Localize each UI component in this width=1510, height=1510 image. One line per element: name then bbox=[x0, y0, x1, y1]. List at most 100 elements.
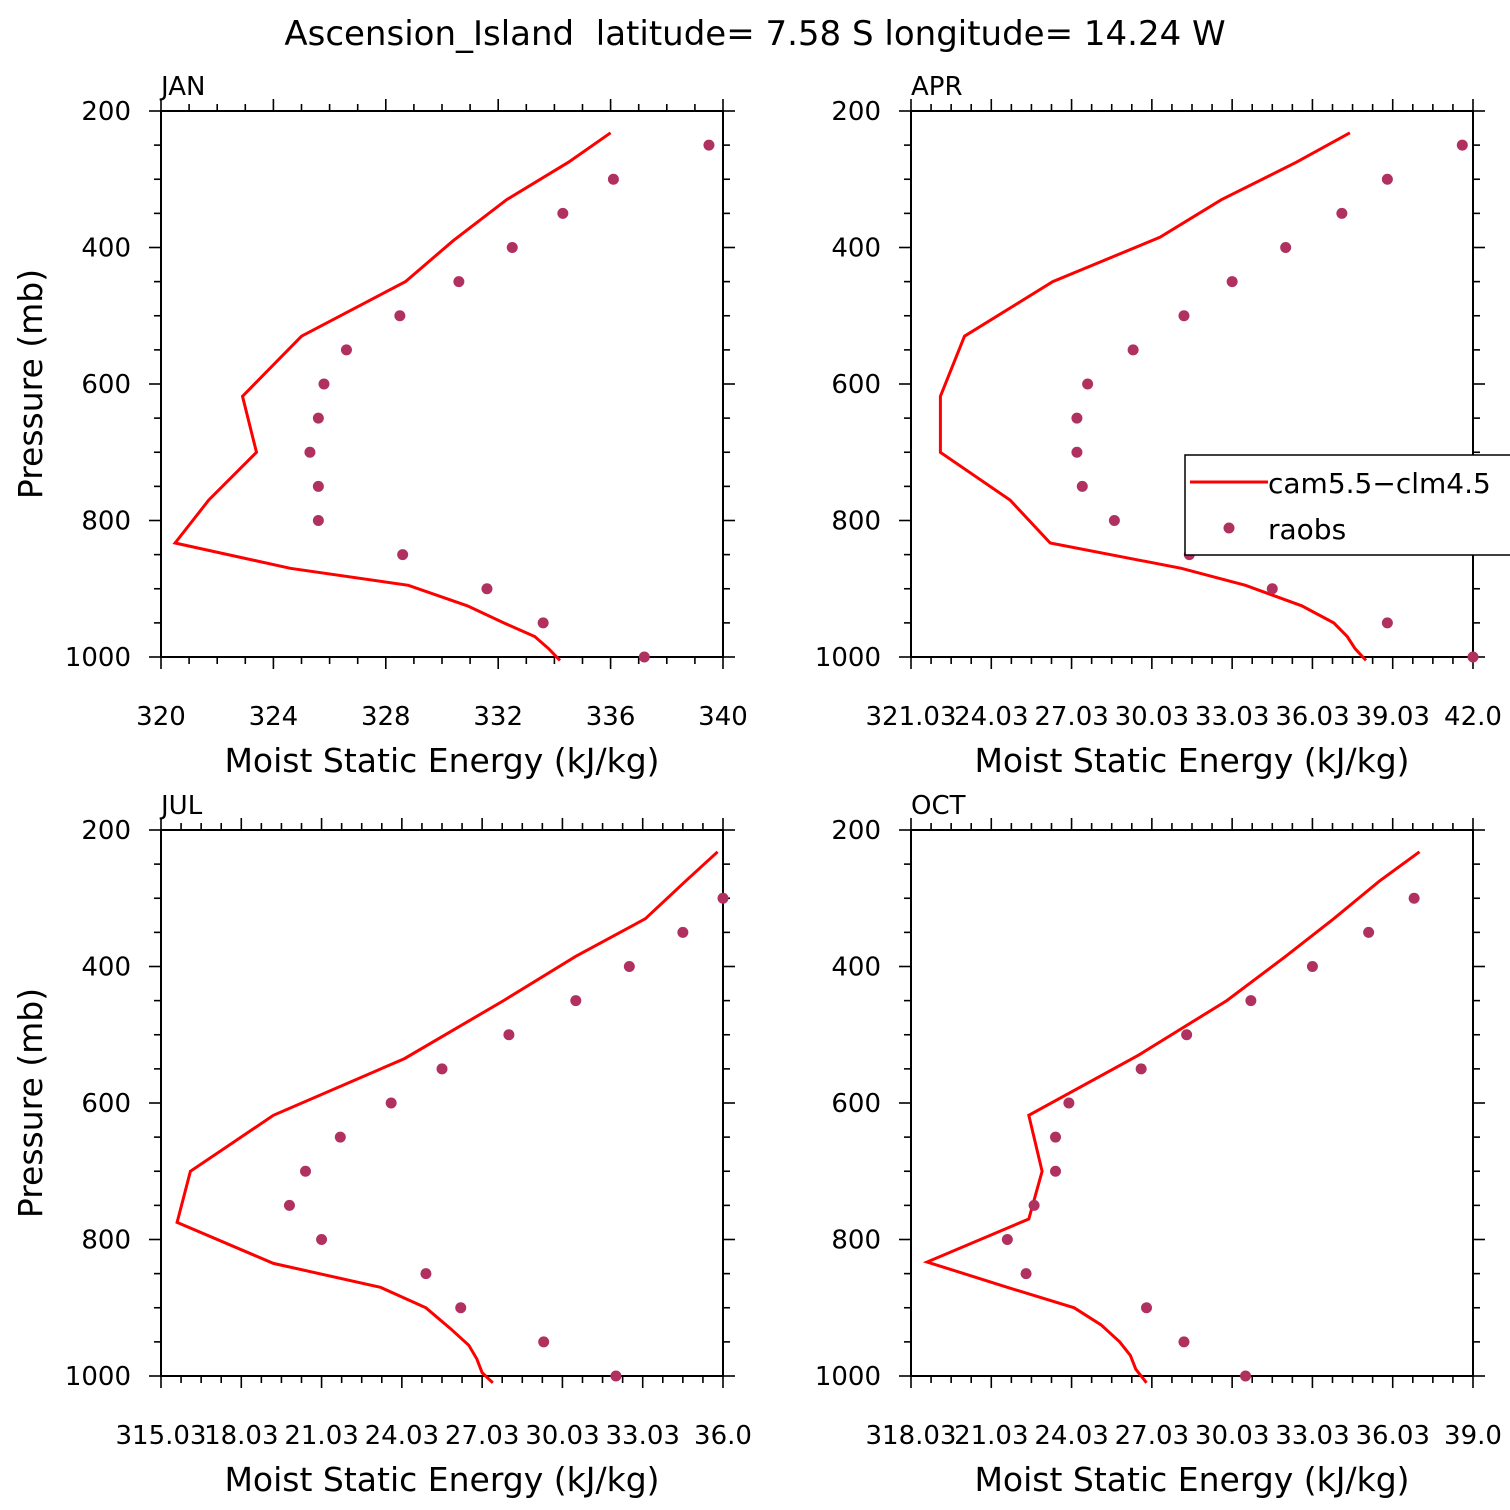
x-tick-label: 36.03 bbox=[1275, 702, 1349, 732]
y-tick-label: 600 bbox=[81, 1089, 131, 1119]
panel-label: OCT bbox=[911, 791, 966, 821]
model-series-line bbox=[172, 131, 612, 662]
obs-point bbox=[394, 310, 406, 322]
obs-point bbox=[436, 1063, 448, 1075]
obs-point bbox=[1028, 1199, 1040, 1211]
x-tick-label: 340 bbox=[698, 702, 748, 732]
obs-point bbox=[503, 1029, 515, 1041]
obs-point bbox=[1266, 583, 1278, 595]
obs-point bbox=[638, 651, 650, 663]
x-tick-label: 324 bbox=[249, 702, 299, 732]
y-tick-label: 800 bbox=[831, 1226, 881, 1256]
x-tick-label: 39.03 bbox=[1355, 702, 1429, 732]
x-tick-label: 39.0 bbox=[1444, 1421, 1502, 1451]
y-tick-label: 200 bbox=[831, 97, 881, 127]
x-tick-label: 27.03 bbox=[1115, 1421, 1189, 1451]
x-axis-label: Moist Static Energy (kJ/kg) bbox=[974, 741, 1409, 780]
y-axis-label: Pressure (mb) bbox=[11, 269, 50, 499]
y-tick-label: 400 bbox=[81, 953, 131, 983]
x-tick-label: 318.03 bbox=[866, 1421, 957, 1451]
legend-label-obs: raobs bbox=[1268, 513, 1346, 546]
obs-point bbox=[312, 515, 324, 526]
obs-point bbox=[1381, 617, 1393, 629]
y-tick-label: 1000 bbox=[65, 643, 131, 673]
obs-point bbox=[1127, 344, 1139, 356]
legend-marker-swatch bbox=[1223, 522, 1235, 534]
obs-point bbox=[455, 1302, 467, 1314]
obs-point bbox=[1245, 995, 1257, 1007]
obs-point bbox=[1178, 1336, 1190, 1348]
obs-point bbox=[557, 207, 569, 219]
panel-label: JUL bbox=[159, 791, 203, 821]
obs-point bbox=[623, 961, 635, 972]
x-tick-label: 33.03 bbox=[605, 1421, 679, 1451]
obs-point bbox=[703, 139, 715, 151]
obs-point bbox=[1178, 310, 1190, 322]
x-tick-label: 36.0 bbox=[694, 1421, 752, 1451]
y-tick-label: 800 bbox=[81, 507, 131, 537]
obs-point bbox=[283, 1199, 295, 1211]
x-axis-label: Moist Static Energy (kJ/kg) bbox=[974, 1460, 1409, 1499]
obs-point bbox=[312, 412, 324, 424]
obs-point bbox=[481, 583, 493, 595]
obs-point bbox=[340, 344, 352, 356]
obs-point bbox=[316, 1234, 328, 1245]
obs-point bbox=[1363, 926, 1375, 938]
figure-title: Ascension_Island latitude= 7.58 S longit… bbox=[284, 14, 1225, 54]
obs-point bbox=[1135, 1063, 1147, 1075]
obs-point bbox=[1063, 1097, 1075, 1109]
obs-point bbox=[1141, 1302, 1153, 1314]
x-tick-label: 24.03 bbox=[1034, 1421, 1108, 1451]
obs-point bbox=[304, 446, 316, 458]
obs-point bbox=[1408, 892, 1420, 904]
obs-point bbox=[1108, 515, 1120, 526]
x-tick-label: 336 bbox=[586, 702, 636, 732]
panel-label: APR bbox=[911, 72, 963, 102]
obs-point bbox=[1001, 1234, 1013, 1245]
obs-point bbox=[610, 1370, 622, 1382]
legend-label-model: cam5.5−clm4.5 bbox=[1268, 467, 1491, 500]
x-tick-label: 30.03 bbox=[1115, 702, 1189, 732]
x-axis-label: Moist Static Energy (kJ/kg) bbox=[224, 1460, 659, 1499]
y-tick-label: 600 bbox=[81, 370, 131, 400]
y-tick-label: 400 bbox=[831, 234, 881, 264]
legend-box bbox=[1184, 454, 1510, 556]
y-tick-label: 200 bbox=[81, 97, 131, 127]
x-tick-label: 18.03 bbox=[204, 1421, 278, 1451]
x-axis-label: Moist Static Energy (kJ/kg) bbox=[224, 741, 659, 780]
y-tick-label: 800 bbox=[81, 1226, 131, 1256]
obs-point bbox=[537, 617, 549, 629]
obs-point bbox=[1456, 139, 1468, 151]
x-tick-label: 27.03 bbox=[1034, 702, 1108, 732]
obs-point bbox=[1381, 173, 1393, 185]
x-tick-label: 332 bbox=[473, 702, 523, 732]
obs-point bbox=[1050, 1131, 1062, 1143]
x-tick-label: 36.03 bbox=[1355, 1421, 1429, 1451]
y-tick-label: 200 bbox=[81, 816, 131, 846]
plot-frame bbox=[160, 110, 724, 658]
x-tick-label: 21.03 bbox=[954, 1421, 1028, 1451]
obs-point bbox=[453, 276, 465, 288]
obs-point bbox=[1336, 207, 1348, 219]
y-tick-label: 400 bbox=[831, 953, 881, 983]
x-tick-label: 24.03 bbox=[954, 702, 1028, 732]
obs-point bbox=[397, 549, 409, 561]
obs-point bbox=[1020, 1268, 1032, 1280]
y-tick-label: 600 bbox=[831, 1089, 881, 1119]
obs-point bbox=[334, 1131, 346, 1143]
model-series-line bbox=[938, 131, 1368, 662]
x-tick-label: 33.03 bbox=[1195, 702, 1269, 732]
y-tick-label: 1000 bbox=[815, 643, 881, 673]
obs-point bbox=[1082, 378, 1094, 390]
x-tick-label: 42.0 bbox=[1444, 702, 1502, 732]
obs-point bbox=[570, 995, 582, 1007]
model-series-line bbox=[175, 850, 719, 1384]
x-tick-label: 27.03 bbox=[445, 1421, 519, 1451]
obs-point bbox=[385, 1097, 397, 1109]
y-tick-label: 800 bbox=[831, 507, 881, 537]
